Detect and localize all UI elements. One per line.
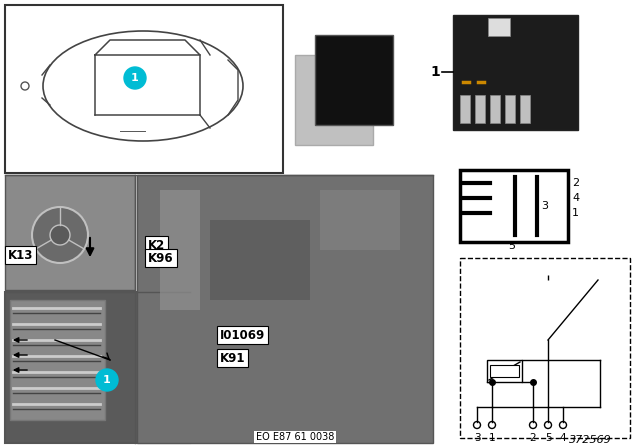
Bar xyxy=(488,18,510,36)
Circle shape xyxy=(96,369,118,391)
Text: I01069: I01069 xyxy=(220,328,265,341)
Text: 5: 5 xyxy=(545,433,551,443)
Bar xyxy=(460,95,470,123)
Bar xyxy=(490,95,500,123)
Bar xyxy=(5,292,190,443)
Text: K13: K13 xyxy=(8,249,33,262)
Bar xyxy=(295,55,373,145)
Text: 2: 2 xyxy=(572,178,579,188)
Bar xyxy=(320,190,400,250)
Circle shape xyxy=(32,207,88,263)
Bar xyxy=(460,258,630,438)
Text: 1: 1 xyxy=(572,208,579,218)
Text: 4: 4 xyxy=(572,193,579,203)
Text: 1: 1 xyxy=(131,73,139,83)
Circle shape xyxy=(124,67,146,89)
Text: 5: 5 xyxy=(509,241,515,251)
Bar xyxy=(490,365,519,377)
Text: K96: K96 xyxy=(148,251,173,264)
Bar xyxy=(210,220,310,300)
Bar xyxy=(487,360,522,382)
Text: K2: K2 xyxy=(148,238,165,251)
Text: K91: K91 xyxy=(220,352,246,365)
Text: 4: 4 xyxy=(560,433,566,443)
Circle shape xyxy=(50,225,70,245)
Bar xyxy=(520,95,530,123)
Bar xyxy=(5,5,283,173)
Text: 3: 3 xyxy=(541,201,548,211)
Bar xyxy=(5,175,135,290)
Bar xyxy=(10,300,105,420)
Text: 3: 3 xyxy=(474,433,480,443)
Bar xyxy=(453,15,578,130)
Bar xyxy=(505,95,515,123)
Bar xyxy=(315,35,393,125)
Text: 2: 2 xyxy=(530,433,536,443)
Text: 372569: 372569 xyxy=(568,435,611,445)
Bar xyxy=(160,190,200,310)
Text: 1: 1 xyxy=(430,65,440,79)
Bar xyxy=(137,175,433,443)
Text: 1: 1 xyxy=(489,433,495,443)
Text: 1: 1 xyxy=(103,375,111,385)
Text: EO E87 61 0038: EO E87 61 0038 xyxy=(256,432,334,442)
Bar xyxy=(475,95,485,123)
Ellipse shape xyxy=(43,31,243,141)
Bar xyxy=(460,170,568,242)
